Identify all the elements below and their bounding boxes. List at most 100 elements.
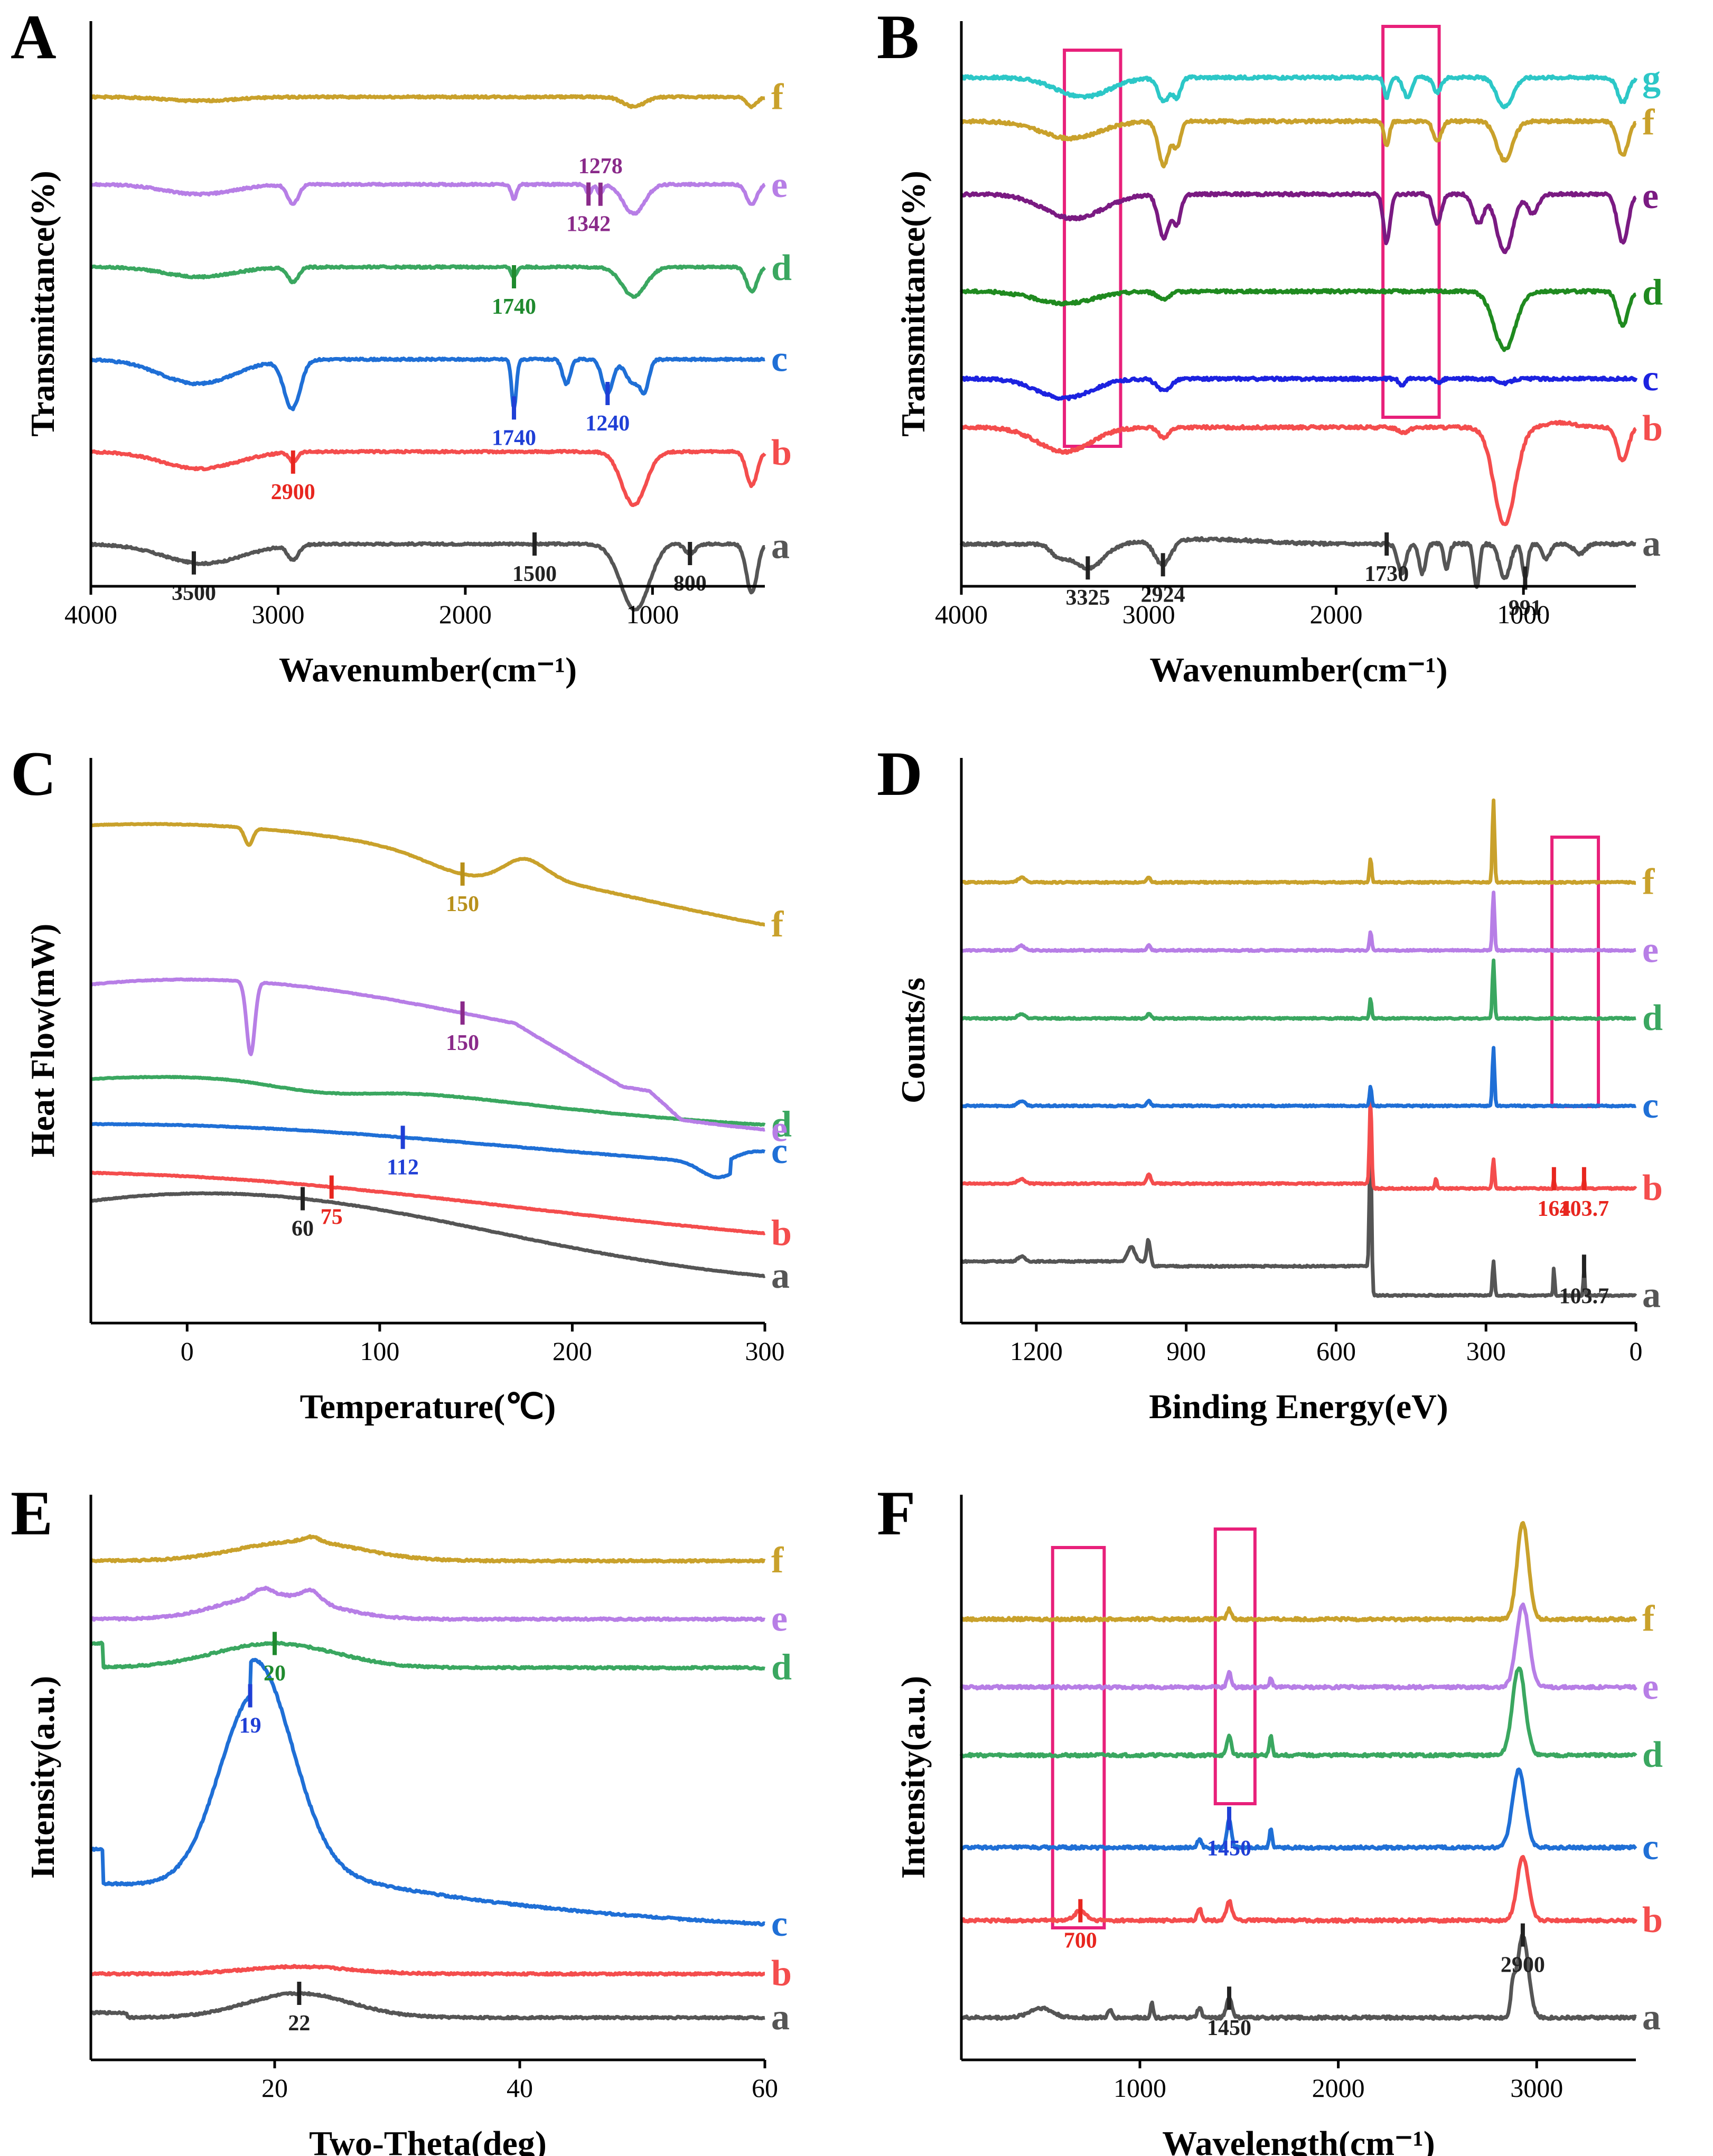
series-line-f bbox=[960, 1521, 1637, 1623]
annotation-label: 75 bbox=[321, 1205, 343, 1229]
series-line-e bbox=[960, 890, 1637, 953]
panel-a: a b c d e f 3500 1500 800 2900 1740 1240 1740 1342 127… bbox=[11, 2, 792, 689]
x-tick-label: 300 bbox=[745, 1336, 785, 1366]
curve-label-b: b bbox=[1642, 1168, 1663, 1208]
curve-label-e: e bbox=[1642, 1666, 1659, 1707]
annotation-label: 2900 bbox=[271, 480, 315, 504]
y-axis-label: Intensity(a.u.) bbox=[894, 1676, 932, 1879]
series-line-e bbox=[959, 1602, 1637, 1691]
series-line-d bbox=[959, 1666, 1637, 1759]
x-axis-label: Wavenumber(cm⁻¹) bbox=[279, 651, 577, 689]
curve-label-e: e bbox=[771, 1109, 788, 1150]
x-tick-label: 100 bbox=[360, 1336, 399, 1366]
curve-label-b: b bbox=[771, 1213, 792, 1253]
highlight-box bbox=[1550, 836, 1600, 1108]
annotation-label: 19 bbox=[239, 1714, 261, 1738]
curve-label-b: b bbox=[771, 433, 792, 473]
x-axis-label: Two-Theta(deg) bbox=[309, 2124, 547, 2156]
curve-label-d: d bbox=[771, 1647, 792, 1688]
annotation-label: 800 bbox=[673, 571, 707, 596]
annotation-label: 700 bbox=[1064, 1929, 1097, 1953]
annotation-label: 2900 bbox=[1501, 1953, 1545, 1977]
annotation-label: 1450 bbox=[1207, 2016, 1251, 2040]
x-tick-label: 20 bbox=[261, 2073, 288, 2103]
series-line-c bbox=[90, 357, 766, 411]
series-line-a bbox=[960, 1123, 1637, 1298]
x-tick-label: 2000 bbox=[439, 599, 492, 629]
x-tick-label: 3000 bbox=[1122, 599, 1175, 629]
x-tick-label: 900 bbox=[1166, 1336, 1206, 1366]
curve-label-e: e bbox=[771, 1599, 788, 1639]
series-line-b bbox=[960, 1855, 1638, 1924]
panel-letter: F bbox=[877, 1478, 915, 1548]
curve-label-f: f bbox=[771, 904, 784, 945]
annotation-label: 20 bbox=[264, 1662, 286, 1686]
curve-label-f: f bbox=[1642, 1599, 1655, 1639]
series-line-e bbox=[90, 977, 766, 1132]
annotation-label: 60 bbox=[292, 1217, 314, 1241]
curve-label-c: c bbox=[1642, 1827, 1659, 1868]
series-line-d bbox=[960, 958, 1637, 1021]
x-axis-label: Binding Energy(eV) bbox=[1149, 1388, 1448, 1426]
series-line-b bbox=[960, 1097, 1637, 1192]
curve-label-c: c bbox=[1642, 358, 1659, 399]
series-line-f bbox=[90, 822, 766, 927]
curve-label-a: a bbox=[1642, 1275, 1661, 1316]
series-line-f bbox=[90, 94, 766, 109]
x-axis-label: Wavenumber(cm⁻¹) bbox=[1149, 651, 1447, 689]
annotation-label: 991 bbox=[1509, 596, 1542, 620]
series-line-f bbox=[89, 1534, 766, 1564]
curve-label-f: f bbox=[771, 77, 784, 117]
y-axis-label: Transmittance(%) bbox=[894, 171, 932, 437]
curve-label-e: e bbox=[771, 165, 788, 205]
panel-letter: B bbox=[877, 2, 919, 72]
series-line-b bbox=[960, 419, 1637, 527]
series-line-c bbox=[960, 375, 1638, 401]
series-line-d bbox=[960, 288, 1637, 352]
x-tick-label: 200 bbox=[553, 1336, 592, 1366]
series-line-d bbox=[90, 1075, 766, 1127]
x-tick-label: 1200 bbox=[1010, 1336, 1063, 1366]
series-line-c bbox=[90, 1122, 766, 1179]
curve-label-d: d bbox=[1642, 1735, 1663, 1775]
highlight-box bbox=[1063, 49, 1122, 448]
annotation-label: 1740 bbox=[492, 295, 536, 319]
curve-label-a: a bbox=[771, 526, 790, 566]
panel-letter: E bbox=[11, 1478, 53, 1548]
curve-label-a: a bbox=[1642, 1997, 1661, 2038]
x-tick-label: 3000 bbox=[251, 599, 304, 629]
y-axis-label: Counts/s bbox=[894, 978, 932, 1103]
curve-label-e: e bbox=[1642, 176, 1659, 217]
panel-c: ab cde f 60 75 112 150 150 0 100 200 300 Temperature… bbox=[11, 738, 792, 1426]
x-tick-label: 600 bbox=[1316, 1336, 1356, 1366]
curve-label-a: a bbox=[771, 1255, 790, 1296]
annotation-label: 1730 bbox=[1364, 562, 1409, 586]
panel-letter: D bbox=[877, 738, 923, 809]
series-line-a bbox=[90, 1191, 766, 1278]
series-line-b bbox=[90, 1170, 766, 1235]
series-line-d bbox=[89, 1641, 766, 1671]
curve-label-c: c bbox=[771, 1131, 788, 1171]
highlight-box bbox=[1051, 1546, 1106, 1929]
series-line-a bbox=[90, 1991, 766, 2021]
series-line-a bbox=[90, 541, 766, 612]
curve-label-f: f bbox=[1642, 102, 1655, 143]
annotation-label: 22 bbox=[288, 2011, 310, 2036]
curve-label-c: c bbox=[1642, 1085, 1659, 1126]
annotation-label: 1500 bbox=[512, 562, 557, 586]
curve-label-d: d bbox=[1642, 998, 1663, 1038]
panel-e: abc def 22 19 20 20 40 60 Two-Theta(deg) Intensit… bbox=[11, 1478, 792, 2156]
annotation-label: 150 bbox=[446, 892, 479, 916]
series-line-g bbox=[960, 74, 1638, 109]
x-tick-label: 4000 bbox=[935, 599, 988, 629]
curve-label-a: a bbox=[1642, 523, 1661, 564]
x-tick-label: 300 bbox=[1466, 1336, 1506, 1366]
y-axis-label: Heat Flow(mW) bbox=[24, 924, 61, 1158]
curve-label-e: e bbox=[1642, 930, 1659, 970]
annotation-label: 1342 bbox=[566, 212, 611, 236]
series-line-e bbox=[90, 181, 766, 216]
series-line-c bbox=[960, 1767, 1637, 1851]
